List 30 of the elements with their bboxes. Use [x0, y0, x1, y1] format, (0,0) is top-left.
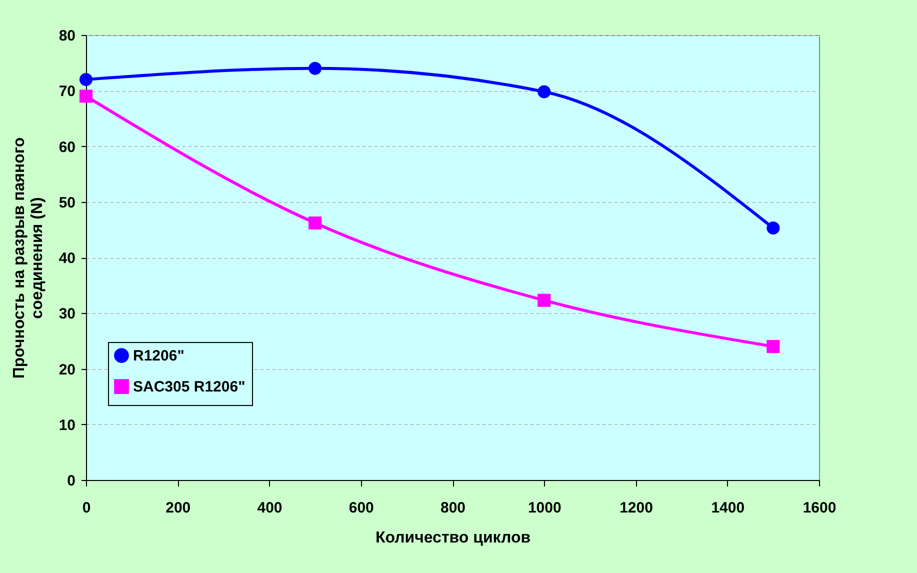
y-tick-label: 10: [58, 416, 76, 434]
x-tick-label: 800: [440, 500, 466, 516]
x-tick-label: 0: [82, 500, 91, 516]
y-tick-label: 50: [58, 194, 76, 212]
point: [79, 72, 93, 86]
point: [766, 340, 780, 354]
y-tick-label: 0: [67, 472, 76, 490]
x-tick-label: 1000: [528, 500, 562, 516]
x-tick-label: 600: [348, 500, 374, 516]
x-tick-label: 400: [257, 500, 282, 516]
x-tick-label: 200: [166, 500, 191, 516]
y-tick-label: 60: [58, 138, 76, 156]
point: [766, 222, 780, 235]
x-tick-label: 1600: [802, 500, 836, 516]
y-tick-label: 40: [58, 250, 76, 267]
x-tick-label: 1400: [711, 500, 745, 516]
point: [538, 294, 551, 307]
legend-label: SAC305 R1206": [133, 378, 246, 396]
point: [538, 85, 551, 98]
y-tick-label: 70: [58, 83, 76, 100]
y-axis-title: Прочность на разрыв паяного соединения (N): [10, 137, 46, 379]
point: [79, 90, 93, 103]
x-tick-label: 1200: [620, 500, 653, 516]
y-tick-label: 80: [58, 28, 76, 44]
point: [308, 62, 322, 75]
x-axis-title: Количество циклов: [375, 530, 531, 546]
y-tick-label: 30: [58, 306, 76, 323]
y-tick-label: 20: [58, 361, 76, 378]
point: [308, 216, 322, 230]
legend-label: R1206": [133, 348, 184, 365]
